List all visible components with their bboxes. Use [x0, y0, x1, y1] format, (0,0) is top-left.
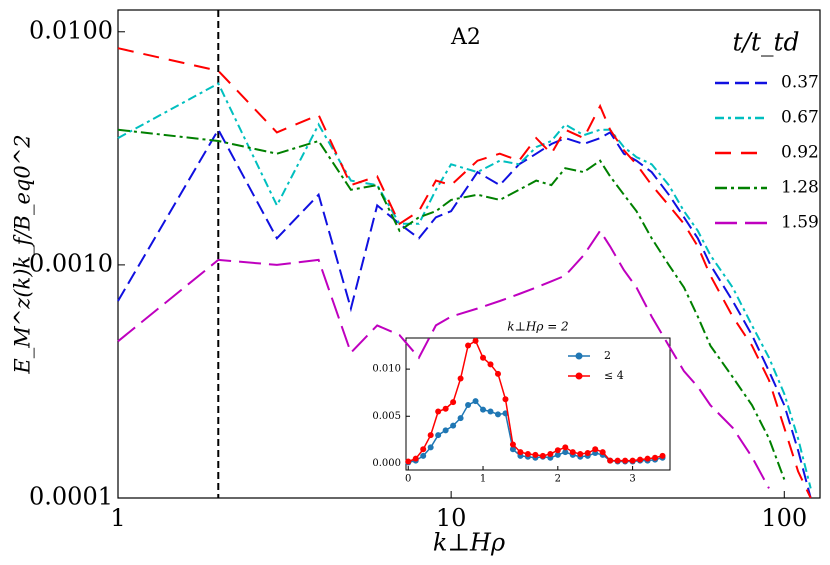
data-point — [607, 457, 614, 464]
data-point — [480, 354, 487, 361]
data-point — [457, 375, 464, 382]
data-point — [547, 450, 554, 457]
data-point — [517, 449, 524, 456]
data-point — [450, 399, 457, 406]
series-line — [117, 127, 812, 499]
x-tick-label: 10 — [436, 504, 467, 532]
data-point — [405, 458, 412, 465]
legend-label: 1.59 — [781, 213, 819, 233]
data-point — [592, 446, 599, 453]
x-tick-label: 100 — [761, 504, 807, 532]
data-point — [659, 452, 666, 459]
data-point — [465, 401, 472, 408]
data-point — [614, 457, 621, 464]
data-point — [494, 370, 501, 377]
legend-marker — [575, 372, 583, 380]
legend-title: t/t_td — [732, 28, 799, 57]
data-point — [539, 452, 546, 459]
data-point — [442, 427, 449, 434]
x-tick-label: 1 — [480, 474, 486, 485]
y-tick-label: 0.0010 — [29, 249, 113, 277]
y-tick-label: 0.0100 — [29, 16, 113, 44]
data-point — [494, 411, 501, 418]
data-point — [420, 446, 427, 453]
x-tick-label: 3 — [629, 474, 635, 485]
data-point — [509, 441, 516, 448]
data-point — [554, 447, 561, 454]
data-point — [524, 450, 531, 457]
data-point — [435, 432, 442, 439]
inset-title: k⊥Hρ = 2 — [507, 320, 568, 334]
series-line — [117, 82, 812, 489]
y-tick-label: 0.010 — [372, 364, 401, 375]
y-tick-label: 0.005 — [372, 411, 401, 422]
legend-label: 0.37 — [781, 73, 819, 93]
data-point — [435, 408, 442, 415]
data-point — [502, 396, 509, 403]
data-point — [465, 342, 472, 349]
data-point — [487, 408, 494, 415]
plot-area: 0 1 2 3 0.000 0.005 0.010 2 ≤ 4 — [372, 337, 666, 485]
inset-frame — [405, 337, 671, 471]
data-point — [562, 444, 569, 451]
data-point — [472, 398, 479, 405]
data-point — [599, 449, 606, 456]
data-point — [472, 337, 479, 344]
x-tick-label: 0 — [405, 474, 411, 485]
data-point — [532, 451, 539, 458]
data-point — [637, 456, 644, 463]
y-tick-label: 0.000 — [372, 458, 401, 469]
data-point — [427, 444, 434, 451]
x-tick-label: 1 — [110, 504, 125, 532]
series-line — [117, 228, 770, 489]
series-line — [117, 47, 812, 499]
data-point — [622, 457, 629, 464]
data-point — [420, 452, 427, 459]
data-point — [457, 415, 464, 422]
legend-label: ≤ 4 — [604, 369, 624, 382]
annotation: A2 — [450, 25, 481, 50]
legend-label: 1.28 — [781, 178, 819, 198]
y-tick-label: 0.0001 — [29, 483, 113, 511]
data-point — [442, 405, 449, 412]
data-point — [584, 450, 591, 457]
data-point — [509, 446, 516, 453]
legend-marker — [575, 352, 583, 360]
plot-area: 1 10 1000.00010.00100.01000.370.670.921.28… — [29, 10, 819, 532]
y-axis-label: E_M^z(k)k_f/B_eq0^2 — [11, 134, 35, 374]
data-point — [554, 451, 561, 458]
x-axis-label: k⊥Hρ — [433, 529, 505, 557]
data-point — [562, 449, 569, 456]
x-tick-label: 2 — [555, 474, 561, 485]
data-point — [427, 432, 434, 439]
data-point — [577, 450, 584, 457]
series-line — [117, 128, 786, 480]
legend-label: 0.67 — [781, 108, 819, 128]
data-point — [644, 455, 651, 462]
legend-label: 0.92 — [781, 143, 819, 163]
legend-label: 2 — [604, 349, 611, 362]
plot-frame — [117, 9, 821, 499]
data-point — [480, 406, 487, 413]
data-point — [412, 455, 419, 462]
data-point — [652, 454, 659, 461]
data-point — [629, 457, 636, 464]
data-point — [487, 361, 494, 368]
data-point — [569, 449, 576, 456]
data-point — [450, 422, 457, 429]
